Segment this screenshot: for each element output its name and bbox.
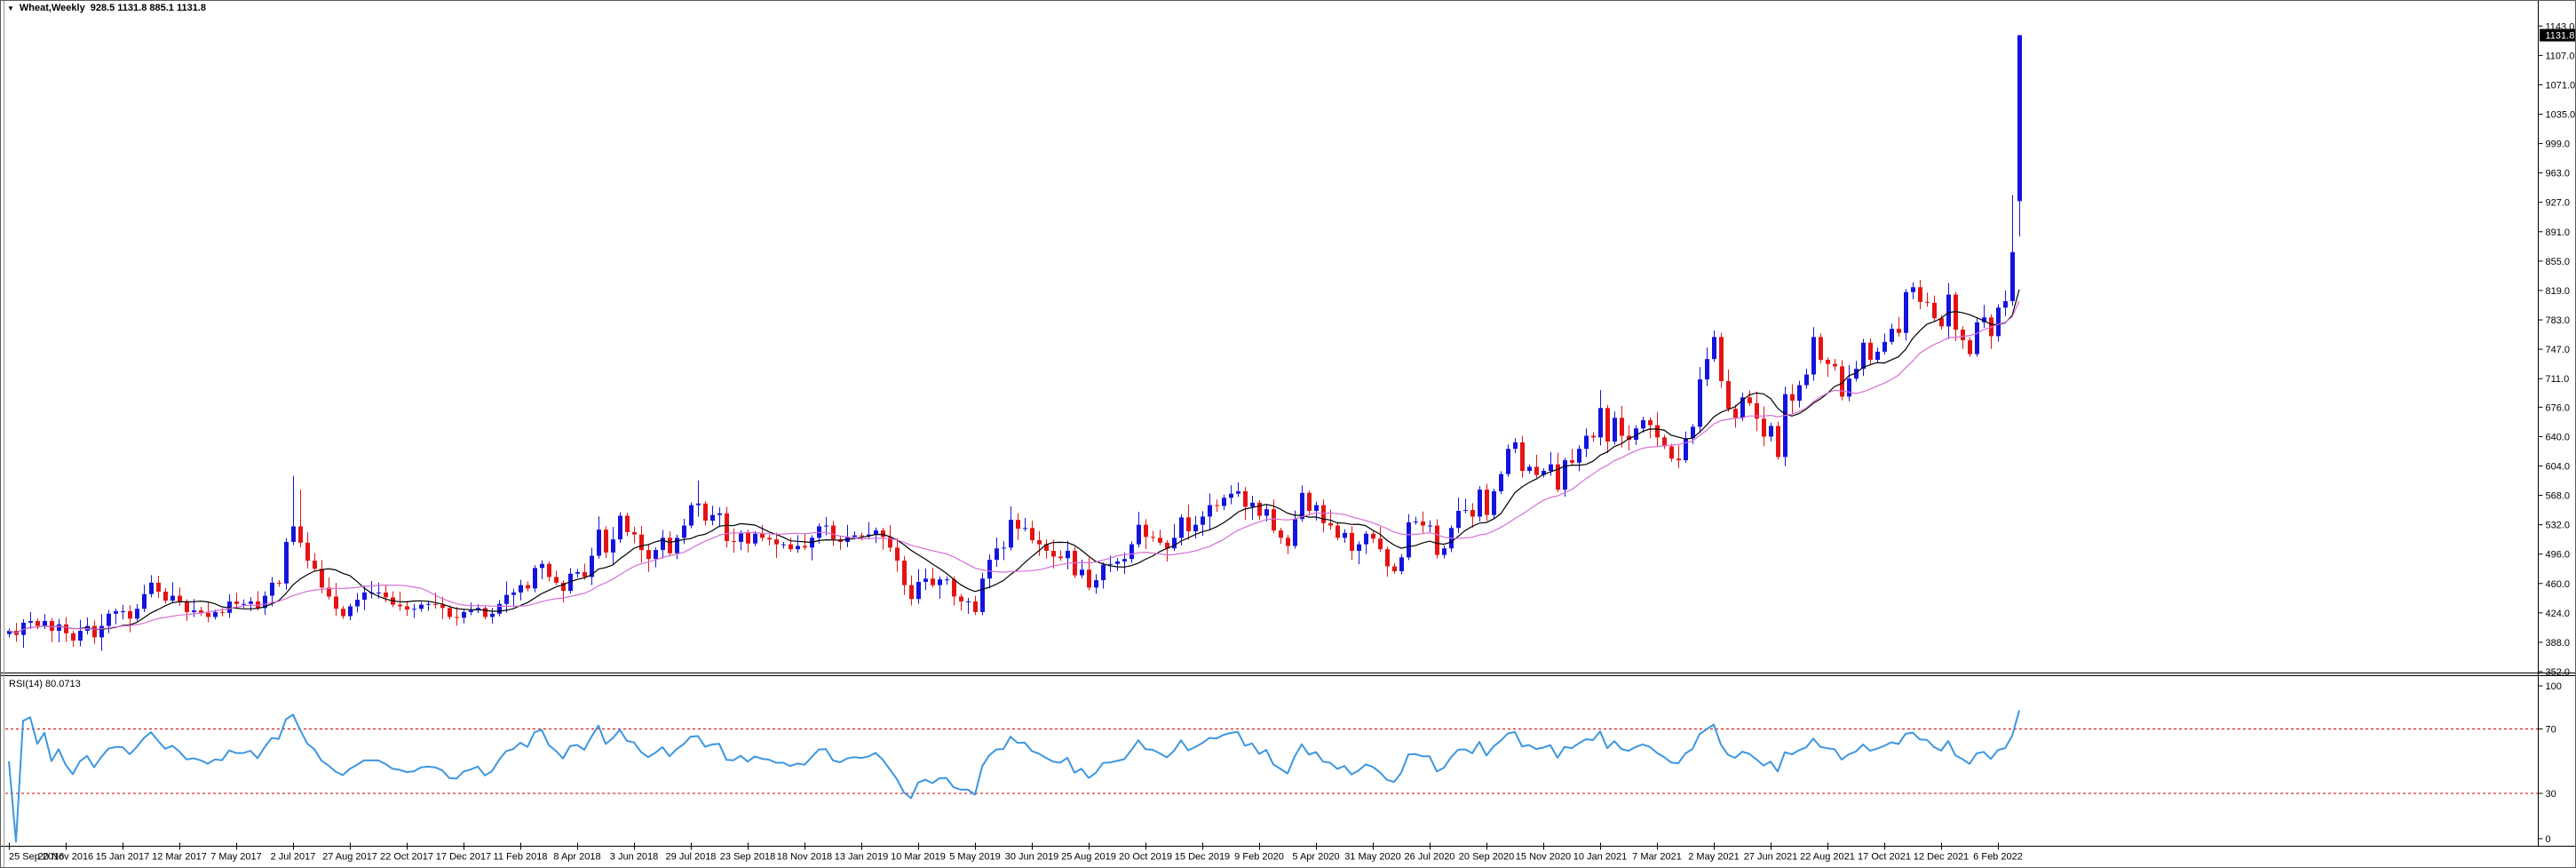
- time-axis-label: 15 Nov 2020: [1516, 852, 1571, 863]
- price-axis-label: 711.0: [2546, 374, 2570, 385]
- time-axis-label: 12 Mar 2017: [152, 852, 207, 863]
- price-axis-label: 424.0: [2546, 609, 2571, 619]
- price-axis-label: 460.0: [2546, 579, 2571, 590]
- price-axis-label: 1071.0: [2546, 80, 2576, 91]
- rsi-levels: [5, 729, 2538, 794]
- time-axis-label: 27 Jun 2021: [1744, 852, 1798, 863]
- current-price-badge: 1131.8: [2540, 28, 2575, 42]
- time-axis-label: 20 Oct 2019: [1119, 852, 1172, 863]
- rsi-axis[interactable]: 100 70 30 0: [2538, 681, 2562, 845]
- rsi-axis-label: 0: [2546, 834, 2551, 845]
- time-axis-label: 3 Jun 2018: [610, 852, 658, 863]
- rsi-axis-label: 100: [2546, 681, 2562, 692]
- time-axis-label: 5 Apr 2020: [1292, 852, 1339, 863]
- time-axis-label: 23 Sep 2018: [720, 852, 775, 863]
- ma-slow-line: [8, 300, 2020, 634]
- price-axis-label: 640.0: [2546, 432, 2571, 442]
- time-axis-label: 2 May 2021: [1688, 852, 1739, 863]
- time-axis-label: 11 Feb 2018: [494, 852, 548, 863]
- time-axis-label: 29 Jul 2018: [666, 852, 717, 863]
- chart-dropdown-arrow-icon[interactable]: ▼: [7, 4, 14, 12]
- time-axis-label: 13 Jan 2019: [835, 852, 889, 863]
- price-axis-label: 352.0: [2546, 667, 2571, 678]
- rsi-axis-label: 70: [2546, 725, 2556, 736]
- chart-title-overlay: ▼ Wheat,Weekly 928.5 1131.8 885.1 1131.8: [7, 3, 206, 13]
- time-axis-label: 30 Jun 2019: [1005, 852, 1059, 863]
- time-axis-label: 17 Oct 2021: [1858, 852, 1911, 863]
- time-axis-label: 6 Feb 2022: [1973, 852, 2023, 863]
- price-axis-label: 819.0: [2546, 286, 2571, 297]
- price-axis-label: 891.0: [2546, 227, 2571, 238]
- time-axis-label: 20 Nov 2016: [38, 852, 93, 863]
- price-axis-label: 604.0: [2546, 461, 2571, 472]
- price-axis-label: 855.0: [2546, 257, 2571, 267]
- price-axis-label: 1035.0: [2546, 110, 2576, 121]
- price-axis-label: 532.0: [2546, 521, 2571, 531]
- price-axis-label: 676.0: [2546, 402, 2571, 413]
- time-axis-label: 10 Jan 2021: [1573, 852, 1628, 863]
- time-axis-label: 22 Oct 2017: [380, 852, 433, 863]
- time-axis-label: 8 Apr 2018: [553, 852, 600, 863]
- price-axis-label: 388.0: [2546, 638, 2571, 649]
- time-axis-label: 26 Jul 2020: [1405, 852, 1455, 863]
- time-axis-label: 7 May 2017: [210, 852, 261, 863]
- time-axis-label: 10 Mar 2019: [891, 852, 946, 863]
- candlestick-series: [7, 35, 2022, 651]
- price-axis-label: 747.0: [2546, 345, 2571, 355]
- current-price-label: 1131.8: [2546, 31, 2575, 42]
- chart-ohlc-readout: 928.5 1131.8 885.1 1131.8: [90, 3, 207, 13]
- time-axis-label: 31 May 2020: [1344, 852, 1401, 863]
- price-axis-label: 1107.0: [2546, 51, 2575, 61]
- time-axis-label: 17 Dec 2017: [436, 852, 491, 863]
- time-axis-label: 25 Aug 2019: [1061, 852, 1116, 863]
- time-axis-label: 7 Mar 2021: [1632, 852, 1682, 863]
- chart-symbol-timeframe: Wheat,Weekly: [19, 3, 85, 13]
- rsi-line: [8, 710, 2020, 843]
- time-axis-label: 5 May 2019: [949, 852, 1000, 863]
- price-axis-label: 999.0: [2546, 139, 2571, 150]
- time-axis-label: 15 Jan 2017: [96, 852, 150, 863]
- time-axis-label: 18 Nov 2018: [777, 852, 832, 863]
- time-axis-label: 22 Aug 2021: [1800, 852, 1855, 863]
- time-axis-label: 20 Sep 2020: [1459, 852, 1514, 863]
- time-axis-label: 27 Aug 2017: [322, 852, 377, 863]
- time-axis-label: 12 Dec 2021: [1914, 852, 1969, 863]
- price-axis-label: 783.0: [2546, 315, 2571, 326]
- price-axis-label: 568.0: [2546, 491, 2571, 502]
- price-axis-label: 927.0: [2546, 198, 2571, 209]
- rsi-axis-label: 30: [2546, 789, 2556, 800]
- time-axis-label: 9 Feb 2020: [1234, 852, 1284, 863]
- price-axis-label: 496.0: [2546, 550, 2571, 561]
- time-axis-label: 15 Dec 2019: [1175, 852, 1230, 863]
- price-axis-label: 963.0: [2546, 169, 2571, 179]
- time-axis-label: 25 Sep 2016: [9, 852, 64, 863]
- rsi-indicator-label: RSI(14) 80.0713: [9, 679, 81, 689]
- time-axis-label: 2 Jul 2017: [271, 852, 316, 863]
